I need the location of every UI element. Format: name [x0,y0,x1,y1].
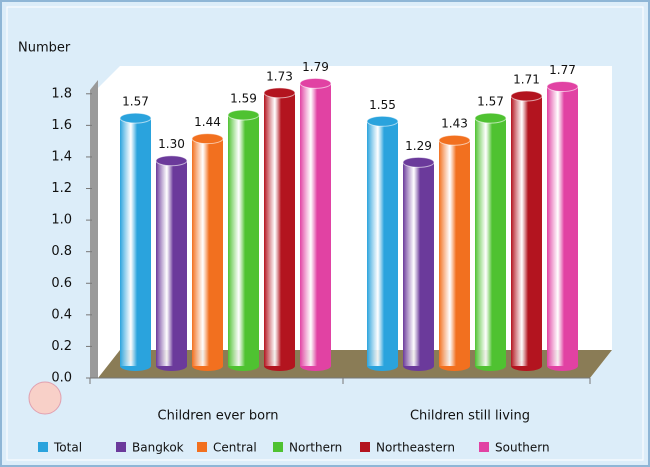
y-tick-label: 0.0 [51,371,72,386]
legend-swatch [38,442,48,452]
bar [300,83,331,367]
side-wall [90,80,98,378]
bar-top [155,155,188,167]
bar [547,86,578,367]
bar [475,118,506,367]
bar-top [227,109,260,121]
y-tick-label: 0.8 [51,244,72,259]
x-tick-label: Children ever born [158,409,279,424]
bar-top [438,134,471,146]
data-label: 1.73 [266,69,293,83]
bar-top [263,87,296,99]
bar [367,121,398,367]
bar [264,92,295,366]
legend-label: Southern [495,441,550,455]
data-label: 1.79 [302,60,329,74]
data-label: 1.29 [405,139,432,153]
bar [192,138,223,366]
y-tick-label: 0.6 [51,276,72,291]
y-tick-label: 1.2 [51,181,72,196]
bar-top [119,112,152,124]
data-label: 1.57 [477,95,504,109]
data-label: 1.44 [194,115,221,129]
legend-swatch [360,442,370,452]
bar-top [366,115,399,127]
data-label: 1.57 [122,95,149,109]
legend-swatch [479,442,489,452]
legend-swatch [197,442,207,452]
baby-icon [28,381,62,415]
bar [439,140,470,366]
data-label: 1.30 [158,137,185,151]
y-tick-label: 0.4 [51,307,72,322]
bar-top [510,90,543,102]
legend-label: Northeastern [376,441,455,455]
legend-label: Total [53,441,82,455]
y-tick-label: 1.8 [51,86,72,101]
data-label: 1.59 [230,91,257,105]
y-tick-label: 1.0 [51,213,72,228]
bar [511,96,542,366]
y-tick-label: 1.6 [51,118,72,133]
bar-top [299,77,332,89]
legend-label: Central [213,441,257,455]
bar-top [402,156,435,168]
inner-frame [6,6,644,461]
bar [156,160,187,366]
bar-top [474,112,507,124]
data-label: 1.71 [513,73,540,87]
y-tick-label: 0.2 [51,339,72,354]
bar [120,118,151,367]
y-tick-label: 1.4 [51,149,72,164]
data-label: 1.55 [369,98,396,112]
data-label: 1.43 [441,117,468,131]
data-label: 1.77 [549,63,576,77]
y-axis-label: Number [18,41,71,56]
bar-top [191,133,224,145]
legend-label: Bangkok [132,441,184,455]
legend-swatch [273,442,283,452]
legend-label: Northern [289,441,342,455]
bar [228,114,259,367]
bar [403,162,434,366]
x-tick-label: Children still living [410,409,530,424]
legend-swatch [116,442,126,452]
bar-top [546,81,579,93]
